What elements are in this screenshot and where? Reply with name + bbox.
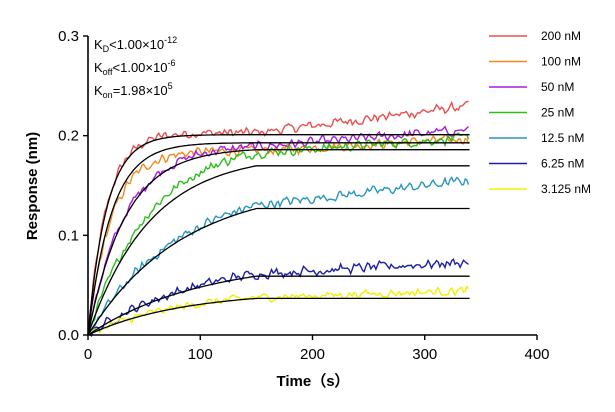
fit-100-nm (87, 142, 470, 336)
legend-label-50-nm: 50 nM (541, 80, 574, 94)
y-axis-title: Response (nm) (24, 132, 41, 240)
fit-12p5-nm (87, 207, 470, 336)
legend: 200 nM 100 nM 50 nM 25 nM 12.5 nM 6.25 nM 3.12… (489, 29, 591, 196)
x-axis-title: Time（s） (276, 372, 349, 390)
y-tick-label: 0.3 (58, 28, 79, 45)
y-tick-label: 0.0 (58, 327, 79, 344)
legend-label-100-nm: 100 nM (541, 55, 581, 69)
fit-25-nm (87, 165, 470, 336)
trace-12p5-nm (87, 176, 470, 336)
legend-label-3p125-nm: 3.125 nM (541, 182, 591, 196)
y-tick-label: 0.2 (58, 128, 79, 145)
fit-200-nm (87, 134, 470, 336)
fit-6p25-nm (87, 275, 470, 336)
x-tick-label: 400 (524, 346, 549, 363)
kon-annotation: Kon=1.98×105 (94, 81, 173, 100)
fit-3p125-nm (87, 297, 470, 336)
fit-curves (87, 134, 470, 336)
x-tick-label: 200 (300, 346, 325, 363)
raw-traces (87, 100, 470, 338)
fit-50-nm (87, 149, 470, 336)
plot-area (87, 100, 470, 338)
koff-annotation: Koff<1.00×10-6 (94, 58, 175, 77)
x-ticks: 0 100 200 300 400 (84, 335, 550, 363)
kinetics-annotations: KD<1.00×10-12 Koff<1.00×10-6 Kon=1.98×10… (94, 35, 177, 100)
kd-annotation: KD<1.00×10-12 (94, 35, 177, 54)
x-tick-label: 100 (188, 346, 213, 363)
trace-6p25-nm (87, 257, 469, 338)
legend-label-6p25-nm: 6.25 nM (541, 157, 584, 171)
legend-label-200-nm: 200 nM (541, 29, 581, 43)
y-ticks: 0.0 0.1 0.2 0.3 (58, 28, 88, 344)
legend-label-25-nm: 25 nM (541, 106, 574, 120)
trace-25-nm (87, 132, 470, 336)
x-tick-label: 300 (412, 346, 437, 363)
legend-label-12p5-nm: 12.5 nM (541, 131, 584, 145)
trace-200-nm (87, 100, 469, 336)
trace-3p125-nm (87, 285, 470, 336)
trace-100-nm (87, 133, 470, 336)
x-tick-label: 0 (84, 346, 92, 363)
y-tick-label: 0.1 (58, 227, 79, 244)
